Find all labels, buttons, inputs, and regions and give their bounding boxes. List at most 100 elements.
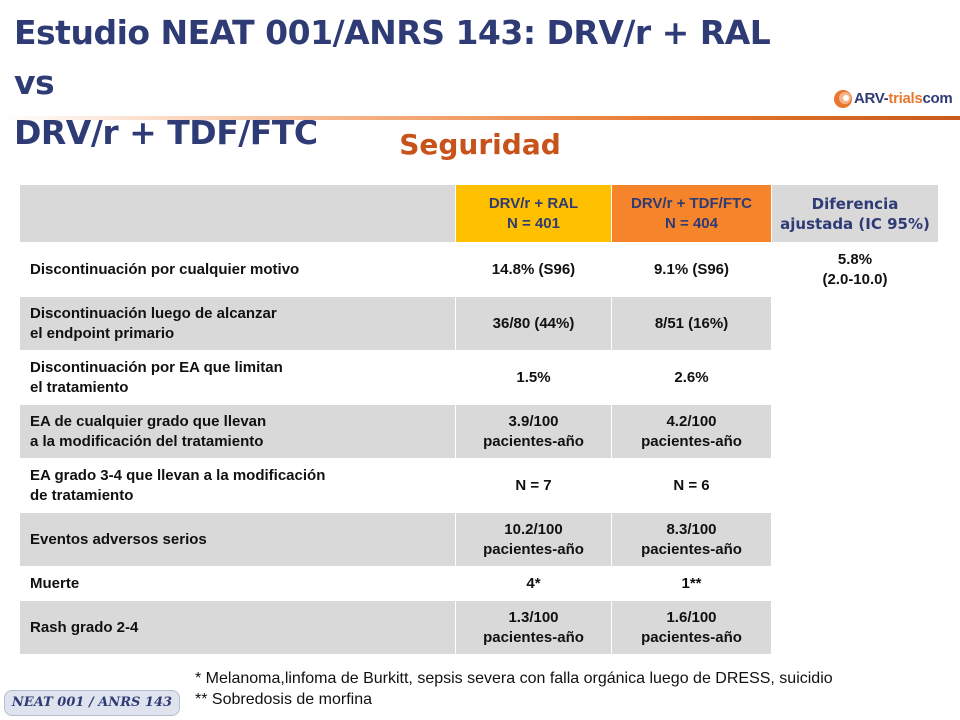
table-header-row: DRV/r + RAL N = 401 DRV/r + TDF/FTC N = … xyxy=(19,184,939,243)
cell-ral-line1: N = 7 xyxy=(515,476,552,494)
footnote-2: ** Sobredosis de morfina xyxy=(195,691,372,708)
cell-diff xyxy=(771,458,939,513)
cell-diff xyxy=(771,296,939,351)
table-row: Discontinuación por EA que limitan el tr… xyxy=(19,350,939,405)
header-ral-line2: N = 401 xyxy=(507,214,560,232)
cell-tdf-line2: pacientes-año xyxy=(641,628,742,646)
row-label: Eventos adversos serios xyxy=(19,512,456,567)
cell-ral: 10.2/100 pacientes-año xyxy=(455,512,612,567)
table-row: Discontinuación luego de alcanzar el end… xyxy=(19,296,939,351)
logo-text-part1: ARV- xyxy=(854,90,889,107)
cell-ral-line1: 4* xyxy=(526,574,541,592)
cell-ral: 1.3/100 pacientes-año xyxy=(455,600,612,655)
cell-tdf: 4.2/100 pacientes-año xyxy=(611,404,772,459)
header-tdf-line1: DRV/r + TDF/FTC xyxy=(631,194,752,212)
cell-ral-line1: 10.2/100 xyxy=(504,520,563,538)
cell-ral-line2: pacientes-año xyxy=(483,628,584,646)
row-label: Rash grado 2-4 xyxy=(19,600,456,655)
logo-text: ARV-trialscom xyxy=(854,90,953,107)
section-subtitle: Seguridad xyxy=(399,128,561,161)
header-tdf: DRV/r + TDF/FTC N = 404 xyxy=(611,184,772,243)
row-label-line2: el endpoint primario xyxy=(30,324,175,342)
cell-ral-line1: 1.3/100 xyxy=(508,608,559,626)
cell-ral: 36/80 (44%) xyxy=(455,296,612,351)
title-line-1: Estudio NEAT 001/ANRS 143: DRV/r + RAL v… xyxy=(14,13,771,102)
row-label-line2: el tratamiento xyxy=(30,378,129,396)
cell-ral: 3.9/100 pacientes-año xyxy=(455,404,612,459)
cell-tdf: 2.6% xyxy=(611,350,772,405)
row-label-line1: Eventos adversos serios xyxy=(30,530,207,548)
cell-tdf: 1.6/100 pacientes-año xyxy=(611,600,772,655)
cell-ral-line1: 14.8% (S96) xyxy=(491,260,576,278)
table-row: EA de cualquier grado que llevan a la mo… xyxy=(19,404,939,459)
header-diff-line1: Diferencia xyxy=(811,194,899,213)
row-label-line1: Discontinuación por EA que limitan xyxy=(30,358,283,376)
title-divider xyxy=(0,116,960,120)
cell-tdf-line1: 9.1% (S96) xyxy=(653,260,730,278)
header-tdf-line2: N = 404 xyxy=(665,214,718,232)
cell-tdf-line1: N = 6 xyxy=(673,476,710,494)
row-label: EA grado 3-4 que llevan a la modificació… xyxy=(19,458,456,513)
cell-tdf-line2: pacientes-año xyxy=(641,432,742,450)
header-blank-cell xyxy=(19,184,456,243)
row-label-line1: Muerte xyxy=(30,574,80,592)
logo-text-part3: com xyxy=(922,90,953,107)
table-row: EA grado 3-4 que llevan a la modificació… xyxy=(19,458,939,513)
cell-diff xyxy=(771,512,939,567)
cell-tdf: 9.1% (S96) xyxy=(611,242,772,297)
cell-ral-line2: pacientes-año xyxy=(483,540,584,558)
cell-tdf-line1: 8.3/100 xyxy=(666,520,717,538)
cell-ral: 4* xyxy=(455,566,612,601)
study-badge: NEAT 001 / ANRS 143 xyxy=(4,690,180,716)
cell-diff xyxy=(771,350,939,405)
table-row: Discontinuación por cualquier motivo 14.… xyxy=(19,242,939,297)
cell-ral: N = 7 xyxy=(455,458,612,513)
header-diferencia: Diferencia ajustada (IC 95%) xyxy=(771,184,939,243)
header-diff-line2: ajustada (IC 95%) xyxy=(780,214,930,233)
cell-tdf-line1: 8/51 (16%) xyxy=(654,314,729,332)
row-label: Discontinuación luego de alcanzar el end… xyxy=(19,296,456,351)
row-label: EA de cualquier grado que llevan a la mo… xyxy=(19,404,456,459)
cell-ral-line1: 1.5% xyxy=(516,368,551,386)
cell-tdf-line1: 1** xyxy=(681,574,702,592)
cell-ral-line1: 36/80 (44%) xyxy=(492,314,575,332)
cell-diff-line2: (2.0-10.0) xyxy=(822,270,888,288)
table-row: Eventos adversos serios 10.2/100 pacient… xyxy=(19,512,939,567)
cell-tdf-line2: pacientes-año xyxy=(641,540,742,558)
cell-diff xyxy=(771,404,939,459)
row-label-line2: de tratamiento xyxy=(30,486,134,504)
logo-text-part2: trials xyxy=(888,90,923,107)
header-ral-line1: DRV/r + RAL xyxy=(488,194,579,212)
cell-diff xyxy=(771,566,939,601)
cell-tdf: N = 6 xyxy=(611,458,772,513)
cell-tdf-line1: 1.6/100 xyxy=(666,608,717,626)
cell-diff: 5.8% (2.0-10.0) xyxy=(771,242,939,297)
cell-tdf-line1: 2.6% xyxy=(674,368,709,386)
row-label: Muerte xyxy=(19,566,456,601)
row-label-line2: a la modificación del tratamiento xyxy=(30,432,264,450)
safety-table: DRV/r + RAL N = 401 DRV/r + TDF/FTC N = … xyxy=(19,184,939,655)
cell-ral: 14.8% (S96) xyxy=(455,242,612,297)
row-label-line1: EA de cualquier grado que llevan xyxy=(30,412,267,430)
table-row: Rash grado 2-4 1.3/100 pacientes-año 1.6… xyxy=(19,600,939,655)
cell-ral-line2: pacientes-año xyxy=(483,432,584,450)
row-label-line1: Discontinuación luego de alcanzar xyxy=(30,304,277,322)
row-label: Discontinuación por cualquier motivo xyxy=(19,242,456,297)
footnotes: * Melanoma,linfoma de Burkitt, sepsis se… xyxy=(195,668,833,710)
cell-tdf: 1** xyxy=(611,566,772,601)
table-row: Muerte 4* 1** xyxy=(19,566,939,601)
row-label-line1: EA grado 3-4 que llevan a la modificació… xyxy=(30,466,326,484)
logo-swirl-icon xyxy=(834,90,852,108)
arv-trials-logo: ARV-trialscom xyxy=(832,88,956,114)
row-label-line1: Discontinuación por cualquier motivo xyxy=(30,260,300,278)
cell-tdf: 8.3/100 pacientes-año xyxy=(611,512,772,567)
cell-tdf-line1: 4.2/100 xyxy=(666,412,717,430)
row-label: Discontinuación por EA que limitan el tr… xyxy=(19,350,456,405)
footnote-1: * Melanoma,linfoma de Burkitt, sepsis se… xyxy=(195,670,833,687)
header-ral: DRV/r + RAL N = 401 xyxy=(455,184,612,243)
cell-diff-line1: 5.8% xyxy=(837,250,873,268)
cell-tdf: 8/51 (16%) xyxy=(611,296,772,351)
cell-diff xyxy=(771,600,939,655)
cell-ral: 1.5% xyxy=(455,350,612,405)
cell-ral-line1: 3.9/100 xyxy=(508,412,559,430)
